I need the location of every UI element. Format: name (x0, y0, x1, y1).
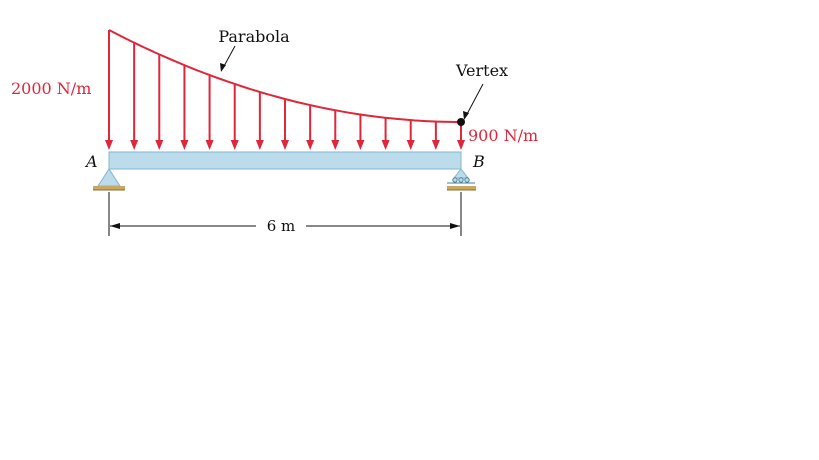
load-arrowhead (230, 140, 239, 150)
vertex-leader-arrowhead (463, 111, 469, 120)
load-left-label: 2000 N/m (11, 79, 91, 98)
vertex-label: Vertex (455, 61, 508, 80)
load-arrowhead (381, 140, 390, 150)
load-arrowhead (281, 140, 289, 150)
load-arrowhead (331, 140, 340, 150)
load-arrowhead (306, 140, 315, 150)
parabola-leader-line (222, 45, 236, 69)
load-arrowhead (105, 140, 113, 150)
load-arrowhead (255, 140, 264, 150)
distributed-load (105, 29, 465, 150)
dimension-arrowhead-right (450, 223, 460, 229)
ground-b (447, 186, 476, 190)
roller-wheel (458, 177, 464, 183)
beam (108, 151, 462, 170)
load-arrowhead (457, 140, 465, 150)
parabola-label: Parabola (218, 27, 290, 46)
load-arrowhead (130, 140, 139, 150)
dimension-arrowhead-left (110, 223, 120, 229)
roller-support-triangle (452, 168, 470, 179)
roller-wheel (464, 177, 470, 183)
pin-support-triangle (97, 168, 121, 187)
load-arrowhead (205, 140, 214, 150)
span-dimension: 6 m (108, 192, 462, 236)
load-arrows (105, 30, 465, 150)
span-label: 6 m (267, 217, 296, 235)
load-arrowhead (431, 140, 440, 150)
load-arrowhead (356, 140, 365, 150)
parabola-leader-arrowhead (220, 63, 226, 72)
vertex-leader-line (465, 83, 484, 117)
vertex-dot (457, 118, 465, 126)
roller-wheel (452, 177, 458, 183)
load-right-label: 900 N/m (468, 126, 538, 145)
ground-a (93, 186, 125, 190)
load-arrowhead (180, 140, 189, 150)
load-arrowhead (406, 140, 415, 150)
support-b-roller (447, 168, 476, 191)
load-arrowhead (155, 140, 164, 150)
support-a-label: A (84, 152, 98, 171)
support-b-label: B (472, 152, 485, 171)
support-a-pin (93, 168, 125, 191)
